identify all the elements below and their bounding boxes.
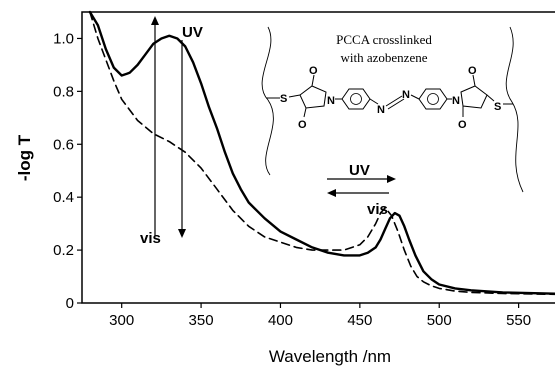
nitrogen-imide-right: N xyxy=(452,95,460,107)
uv-up-arrowhead xyxy=(151,16,159,25)
x-tick-label: 550 xyxy=(506,312,531,329)
vis-left-arrowhead xyxy=(327,189,336,197)
azo-double-bond-b xyxy=(387,98,405,110)
phenyl-aromatic-right xyxy=(427,93,439,105)
oxygen-left-bottom: O xyxy=(298,119,307,131)
vis-down-arrowhead xyxy=(178,229,186,238)
nitrogen-imide-left: N xyxy=(327,95,335,107)
bond-ring-s-right xyxy=(486,94,495,102)
series-line-dashed xyxy=(89,11,555,296)
y-tick-label: 1.0 xyxy=(53,30,74,47)
x-axis-label: Wavelength /nm xyxy=(269,347,391,366)
bond-azo-phenyl-right xyxy=(410,94,420,100)
succinimide-ring-right xyxy=(460,85,488,109)
oxygen-right-bottom: O xyxy=(458,119,467,131)
polymer-chain-right xyxy=(505,26,524,193)
succinimide-ring-left xyxy=(299,85,327,109)
x-tick-label: 350 xyxy=(189,312,214,329)
y-tick-label: 0.6 xyxy=(53,136,74,153)
x-tick-label: 300 xyxy=(109,312,134,329)
bond-phenyl-azo-left xyxy=(369,98,379,105)
sulfur-right: S xyxy=(494,101,501,113)
phenyl-aromatic-left xyxy=(350,93,362,105)
phenyl-ring-right xyxy=(418,88,448,110)
azo-double-bond-a xyxy=(385,95,403,107)
uv-right-arrowhead xyxy=(387,175,396,183)
carbonyl-bond-left-bottom xyxy=(303,107,307,118)
x-tick-label: 450 xyxy=(347,312,372,329)
vis-label-right: vis xyxy=(367,201,388,218)
nitrogen-azo-right: N xyxy=(402,89,410,101)
carbonyl-bond-left-top xyxy=(311,74,315,87)
uv-label-left: UV xyxy=(182,24,203,41)
oxygen-right-top: O xyxy=(468,65,477,77)
sulfur-left: S xyxy=(280,93,287,105)
polymer-chain-left xyxy=(261,26,274,176)
nitrogen-azo-left: N xyxy=(377,104,385,116)
y-tick-label: 0.2 xyxy=(53,242,74,259)
plot-frame xyxy=(81,11,555,304)
oxygen-left-top: O xyxy=(309,65,318,77)
crosslinker-structure-inset: PCCA crosslinked with azobenzene S O O N… xyxy=(261,26,524,193)
vis-label-left: vis xyxy=(140,230,161,247)
bond-s-ring-left xyxy=(288,94,301,98)
series-line-solid xyxy=(88,10,555,295)
y-tick-label: 0 xyxy=(66,295,74,312)
y-axis-label: -log T xyxy=(15,134,34,181)
y-tick-label: 0.4 xyxy=(53,189,74,206)
axis-ticks: 30035040045050055060000.20.40.60.81.0 xyxy=(53,30,531,329)
inset-title-line2: with azobenzene xyxy=(341,50,428,65)
uv-label-right: UV xyxy=(349,162,370,179)
x-tick-label: 500 xyxy=(427,312,452,329)
x-tick-label: 400 xyxy=(268,312,293,329)
y-tick-label: 0.8 xyxy=(53,83,74,100)
inset-title-line1: PCCA crosslinked xyxy=(336,32,432,47)
carbonyl-bond-right-top xyxy=(472,74,476,87)
series-group xyxy=(88,10,555,296)
phenyl-ring-left xyxy=(341,88,371,110)
